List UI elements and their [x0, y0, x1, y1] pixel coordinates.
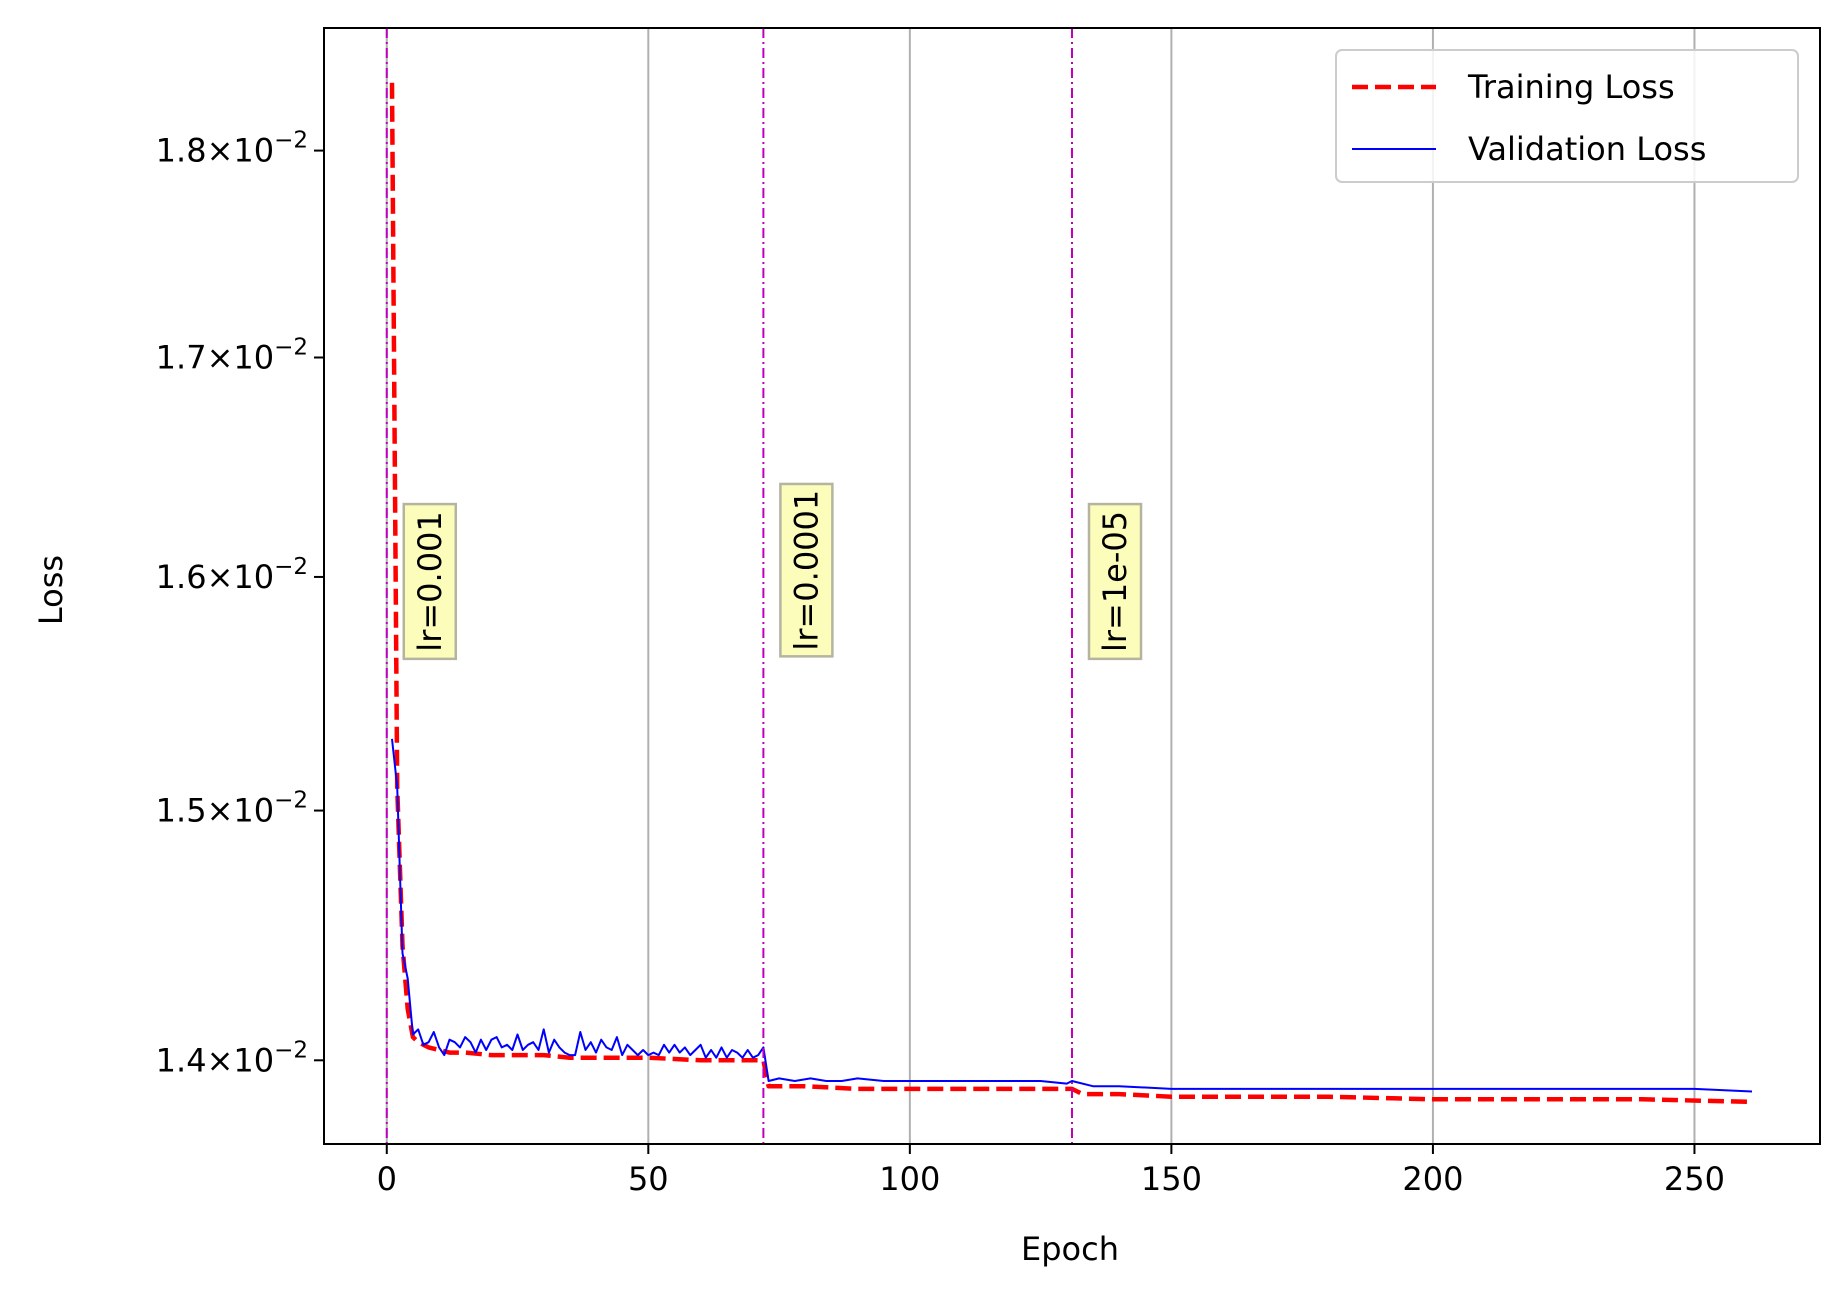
x-tick-label: 0: [377, 1160, 397, 1198]
y-axis-ticks: 1.8×10−2 1.7×10−2 1.6×10−2 1.5×10−2 1.4×10−2: [156, 128, 324, 1079]
plot-frame: [323, 27, 1821, 1145]
legend-box: [1335, 49, 1799, 183]
x-tick-label: 150: [1141, 1160, 1202, 1198]
y-tick-label: 1.7×10−2: [156, 334, 308, 376]
y-tick-label: 1.4×10−2: [156, 1037, 308, 1079]
lr-label: lr=1e-05: [1087, 502, 1143, 661]
x-tick-label: 100: [879, 1160, 940, 1198]
validation-loss-line: [391, 738, 1753, 1093]
lr-label-box: [402, 502, 458, 661]
legend: Training Loss Validation Loss: [1335, 49, 1799, 183]
lr-label-text: lr=0.0001: [787, 490, 825, 651]
lr-label-box: [1087, 502, 1143, 661]
y-tick-label: 1.5×10−2: [156, 788, 308, 830]
y-axis-label: Loss: [32, 555, 70, 625]
lr-label-text: lr=1e-05: [1096, 511, 1134, 652]
training-loss-line: [389, 82, 1753, 1105]
x-axis-ticks: 0 50 100 150 200 250: [377, 1144, 1725, 1198]
lr-label-box: [779, 482, 834, 658]
lr-markers: lr=0.001 lr=0.0001 lr=1e-05: [385, 28, 1143, 1144]
lr-label: lr=0.0001: [779, 482, 834, 658]
lr-label: lr=0.001: [402, 502, 458, 661]
y-tick-label: 1.6×10−2: [156, 554, 308, 596]
x-tick-label: 50: [628, 1160, 669, 1198]
series-lines: [389, 82, 1753, 1105]
x-tick-label: 250: [1664, 1160, 1725, 1198]
x-axis-label: Epoch: [1021, 1230, 1119, 1268]
legend-label: Training Loss: [1467, 68, 1675, 106]
legend-label: Validation Loss: [1468, 130, 1706, 168]
y-tick-label: 1.8×10−2: [156, 128, 308, 170]
x-tick-label: 200: [1402, 1160, 1463, 1198]
lr-label-text: lr=0.001: [411, 511, 449, 651]
